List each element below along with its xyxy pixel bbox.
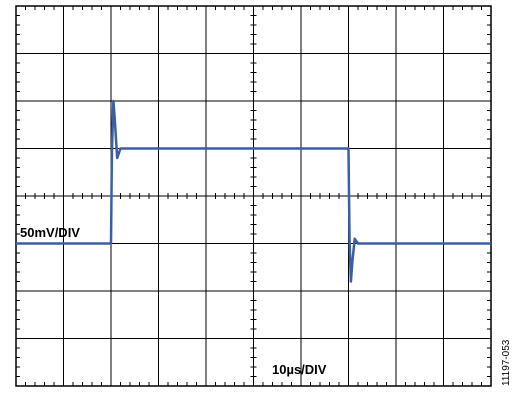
axis-ticks — [16, 6, 491, 386]
figure-id: 11197-053 — [501, 339, 512, 386]
horizontal-scale-label: 10µs/DIV — [272, 362, 327, 377]
signal-trace — [16, 99, 491, 283]
vertical-scale-label: 50mV/DIV — [20, 225, 80, 240]
